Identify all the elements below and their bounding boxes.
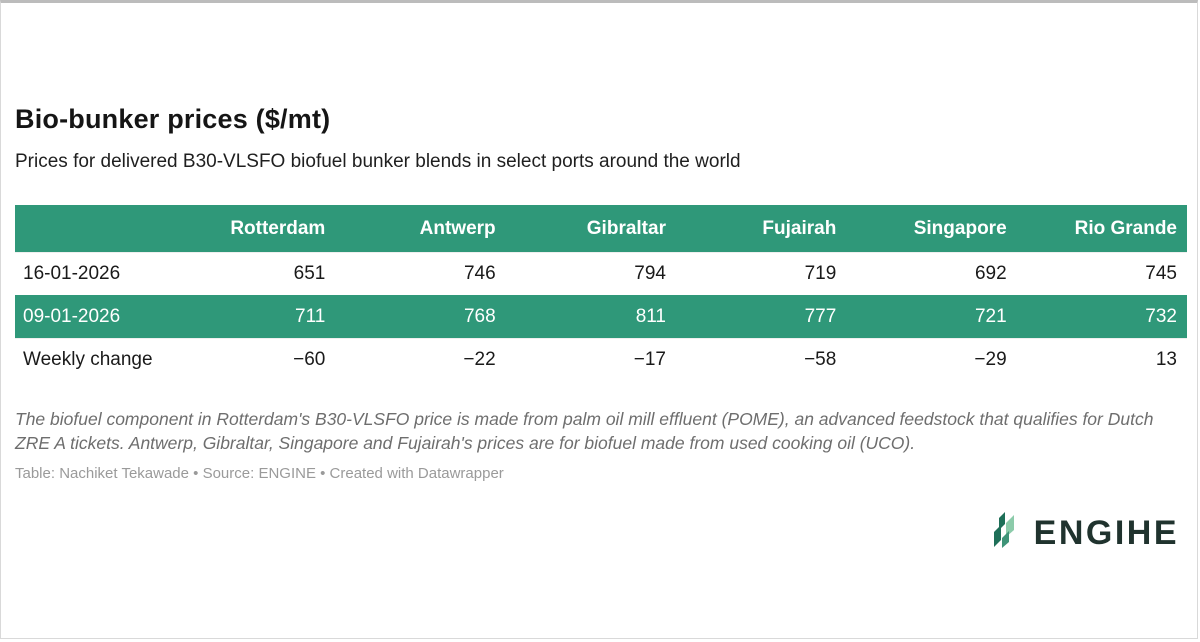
table-row: Weekly change −60 −22 −17 −58 −29 13 <box>15 337 1187 381</box>
table-header: Rotterdam Antwerp Gibraltar Fujairah Singapo… <box>15 205 1187 253</box>
bio-bunker-price-table: Rotterdam Antwerp Gibraltar Fujairah Singapo… <box>15 205 1187 381</box>
value-cell: 777 <box>675 294 847 339</box>
engine-leaf-icon <box>990 510 1026 555</box>
value-cell: −17 <box>505 337 676 381</box>
table-row: 16-01-2026 651 746 794 719 692 745 <box>15 252 1187 296</box>
value-cell: −58 <box>675 337 847 381</box>
engine-wordmark: ENGIНE <box>1033 513 1179 552</box>
table-row: 09-01-2026 711 768 811 777 721 732 <box>15 294 1187 339</box>
credits-line: Table: Nachiket Tekawade • Source: ENGIN… <box>15 464 504 482</box>
column-header-antwerp: Antwerp <box>335 205 506 253</box>
page-subtitle: Prices for delivered B30-VLSFO biofuel b… <box>15 151 741 173</box>
column-header-rio-grande: Rio Grande <box>1016 205 1187 253</box>
value-cell: 768 <box>335 294 506 339</box>
table-header-row: Rotterdam Antwerp Gibraltar Fujairah Singapo… <box>15 205 1187 253</box>
value-cell: 711 <box>165 294 336 339</box>
value-cell: −29 <box>846 337 1017 381</box>
value-cell: 811 <box>505 294 676 339</box>
value-cell: −22 <box>335 337 506 381</box>
value-cell: 13 <box>1016 337 1187 381</box>
value-cell: 651 <box>165 252 336 296</box>
column-header-gibraltar: Gibraltar <box>505 205 676 253</box>
table-footnote: The biofuel component in Rotterdam's B30… <box>15 409 1154 453</box>
table-body: 16-01-2026 651 746 794 719 692 745 09-01-2026 71… <box>15 252 1187 381</box>
value-cell: 719 <box>675 252 847 296</box>
column-header-singapore: Singapore <box>846 205 1017 253</box>
value-cell: −60 <box>165 337 336 381</box>
column-header-fujairah: Fujairah <box>675 205 847 253</box>
row-label: 09-01-2026 <box>15 294 165 339</box>
row-label: Weekly change <box>15 337 165 381</box>
column-header-blank <box>15 205 165 253</box>
value-cell: 721 <box>846 294 1017 339</box>
value-cell: 746 <box>335 252 506 296</box>
value-cell: 692 <box>846 252 1017 296</box>
page-title: Bio-bunker prices ($/mt) <box>15 104 331 134</box>
column-header-rotterdam: Rotterdam <box>165 205 336 253</box>
value-cell: 794 <box>505 252 676 296</box>
value-cell: 745 <box>1016 252 1187 296</box>
value-cell: 732 <box>1016 294 1187 339</box>
chart-content: Bio-bunker prices ($/mt) Prices for deli… <box>1 3 1197 482</box>
row-label: 16-01-2026 <box>15 252 165 296</box>
engine-logo: ENGIНE <box>990 510 1179 555</box>
